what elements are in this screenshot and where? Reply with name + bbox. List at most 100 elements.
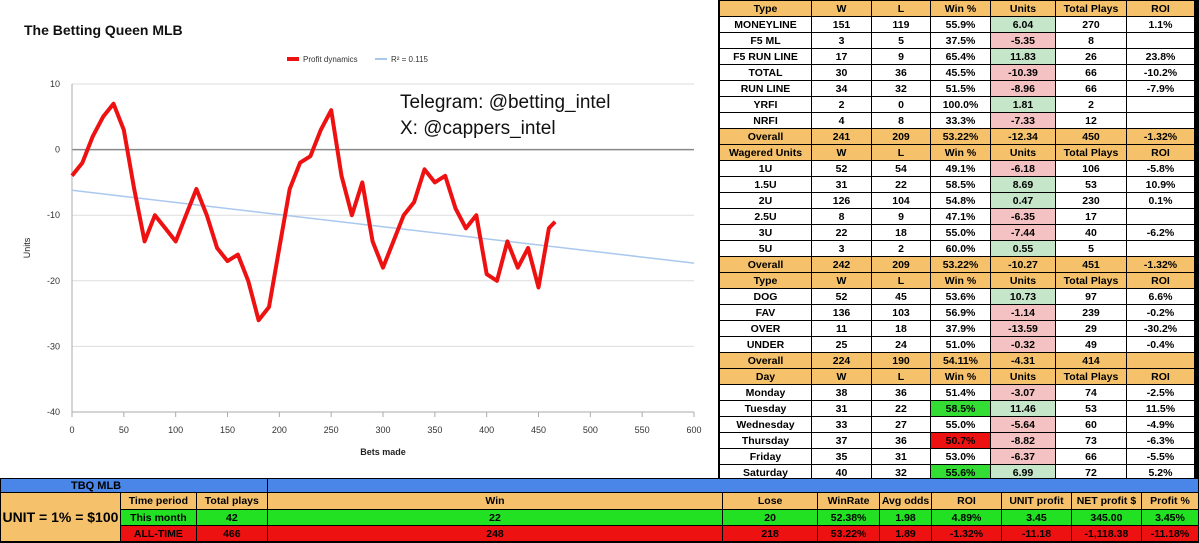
stats-cell: 451 xyxy=(1055,256,1127,273)
stats-cell: -2.5% xyxy=(1126,384,1195,401)
stats-cell: 45.5% xyxy=(930,64,991,81)
stats-cell xyxy=(1126,208,1195,225)
stats-cell: -13.59 xyxy=(990,320,1056,337)
stats-row: Monday 38 36 51.4% -3.07 74 -2.5% xyxy=(719,384,1195,401)
stats-cell: 104 xyxy=(871,192,931,209)
summary-cell: 345.00 xyxy=(1070,509,1142,526)
stats-cell: 50.7% xyxy=(930,432,991,449)
x-handle: X: @cappers_intel xyxy=(400,118,556,139)
stats-cell: 5 xyxy=(1055,240,1127,257)
stats-cell: 0 xyxy=(871,96,931,113)
stats-cell: 0.47 xyxy=(990,192,1056,209)
summary-cell: ROI xyxy=(931,492,1002,510)
stats-cell: RUN LINE xyxy=(719,80,812,97)
stats-cell: F5 ML xyxy=(719,32,812,49)
stats-row: TOTAL 30 36 45.5% -10.39 66 -10.2% xyxy=(719,64,1195,81)
stats-cell: 35 xyxy=(811,448,872,465)
stats-cell: 103 xyxy=(871,304,931,321)
stats-cell: 32 xyxy=(871,80,931,97)
stats-cell: -6.37 xyxy=(990,448,1056,465)
chart-title: The Betting Queen MLB xyxy=(24,22,183,38)
stats-cell: 6.6% xyxy=(1126,288,1195,305)
stats-cell: 34 xyxy=(811,80,872,97)
stats-cell: W xyxy=(811,368,872,385)
stats-cell: 37.5% xyxy=(930,32,991,49)
stats-cell: 60.0% xyxy=(930,240,991,257)
stats-cell: Day xyxy=(719,368,812,385)
stats-cell: 6.04 xyxy=(990,16,1056,33)
stats-cell: 40 xyxy=(1055,224,1127,241)
stats-cell: 26 xyxy=(1055,48,1127,65)
summary-cell: 466 xyxy=(195,525,268,542)
stats-cell: 55.9% xyxy=(930,16,991,33)
stats-cell: -3.07 xyxy=(990,384,1056,401)
stats-cell: -4.31 xyxy=(990,352,1056,369)
summary-title-filler xyxy=(266,478,1199,493)
stats-cell: 52 xyxy=(811,160,872,177)
stats-cell: -10.2% xyxy=(1126,64,1195,81)
stats-cell: 241 xyxy=(811,128,872,145)
stats-cell: 53 xyxy=(1055,400,1127,417)
stats-cell: -7.9% xyxy=(1126,80,1195,97)
summary-panel: TBQ MLB UNIT = 1% = $100 Time period Tota… xyxy=(0,478,1199,543)
stats-cell: 40 xyxy=(811,464,872,481)
stats-cell: Win % xyxy=(930,144,991,161)
legend-entry: R² = 0.115 xyxy=(391,55,429,64)
stats-row: 2U 126 104 54.8% 0.47 230 0.1% xyxy=(719,192,1195,209)
summary-cell: 22 xyxy=(266,509,724,526)
x-tick-label: 450 xyxy=(531,425,546,435)
summary-cell: 53.22% xyxy=(817,525,881,542)
stats-cell: 73 xyxy=(1055,432,1127,449)
stats-cell: -30.2% xyxy=(1126,320,1195,337)
stats-cell: L xyxy=(871,368,931,385)
stats-cell: YRFI xyxy=(719,96,812,113)
stats-cell: 9 xyxy=(871,48,931,65)
stats-cell xyxy=(1126,96,1195,113)
stats-cell: Units xyxy=(990,0,1056,17)
stats-overall-row: Overall 224 190 54.11% -4.31 414 xyxy=(719,352,1195,369)
y-tick-label: -40 xyxy=(47,407,60,417)
stats-cell: 18 xyxy=(871,320,931,337)
stats-cell: 8 xyxy=(1055,32,1127,49)
x-tick-label: 400 xyxy=(479,425,494,435)
profit-chart: 100-10-20-30-400 50 100 150 200 250 300 350 400 4… xyxy=(22,55,702,457)
stats-cell: -5.64 xyxy=(990,416,1056,433)
stats-cell: 209 xyxy=(871,128,931,145)
stats-cell: Type xyxy=(719,272,812,289)
stats-cell: 45 xyxy=(871,288,931,305)
stats-cell: 54 xyxy=(871,160,931,177)
stats-cell: 2 xyxy=(871,240,931,257)
y-tick-label: 10 xyxy=(50,79,60,89)
stats-cell: 8 xyxy=(811,208,872,225)
stats-cell: 54.8% xyxy=(930,192,991,209)
stats-cell: 58.5% xyxy=(930,400,991,417)
stats-cell: L xyxy=(871,0,931,17)
stats-cell: -1.32% xyxy=(1126,256,1195,273)
stats-row: FAV 136 103 56.9% -1.14 239 -0.2% xyxy=(719,304,1195,321)
profit-chart-panel: 10 0 -10 -20 -30 -40 0 50 100 150 200 250 300 350 400 4… xyxy=(22,22,702,457)
x-tick-label: 0 xyxy=(69,425,74,435)
stats-cell: 11.46 xyxy=(990,400,1056,417)
stats-cell: W xyxy=(811,144,872,161)
stats-cell: 239 xyxy=(1055,304,1127,321)
stats-cell: W xyxy=(811,0,872,17)
stats-cell: Overall xyxy=(719,128,812,145)
stats-row: OVER 11 18 37.9% -13.59 29 -30.2% xyxy=(719,320,1195,337)
stats-cell: 1.81 xyxy=(990,96,1056,113)
stats-cell: 36 xyxy=(871,432,931,449)
summary-cell: 42 xyxy=(195,509,268,526)
y-axis-label: Units xyxy=(22,237,32,258)
stats-table: Type W L Win % Units Total Plays ROI MONEYLINE 1… xyxy=(719,0,1195,513)
summary-cell: Time period xyxy=(119,492,197,510)
x-tick-label: 200 xyxy=(272,425,287,435)
stats-row: Wednesday 33 27 55.0% -5.64 60 -4.9% xyxy=(719,416,1195,433)
stats-row: Tuesday 31 22 58.5% 11.46 53 11.5% xyxy=(719,400,1195,417)
stats-cell: UNDER xyxy=(719,336,812,353)
summary-this-month-row: This month 42 22 20 52.38% 1.98 4.89% 3.45 345.0… xyxy=(1,509,1199,526)
stats-cell: 36 xyxy=(871,384,931,401)
unit-size-label: UNIT = 1% = $100 xyxy=(0,492,121,542)
stats-cell: -7.33 xyxy=(990,112,1056,129)
stats-header-row: Day W L Win % Units Total Plays ROI xyxy=(719,368,1195,385)
stats-cell: DOG xyxy=(719,288,812,305)
x-axis-label: Bets made xyxy=(360,447,406,457)
